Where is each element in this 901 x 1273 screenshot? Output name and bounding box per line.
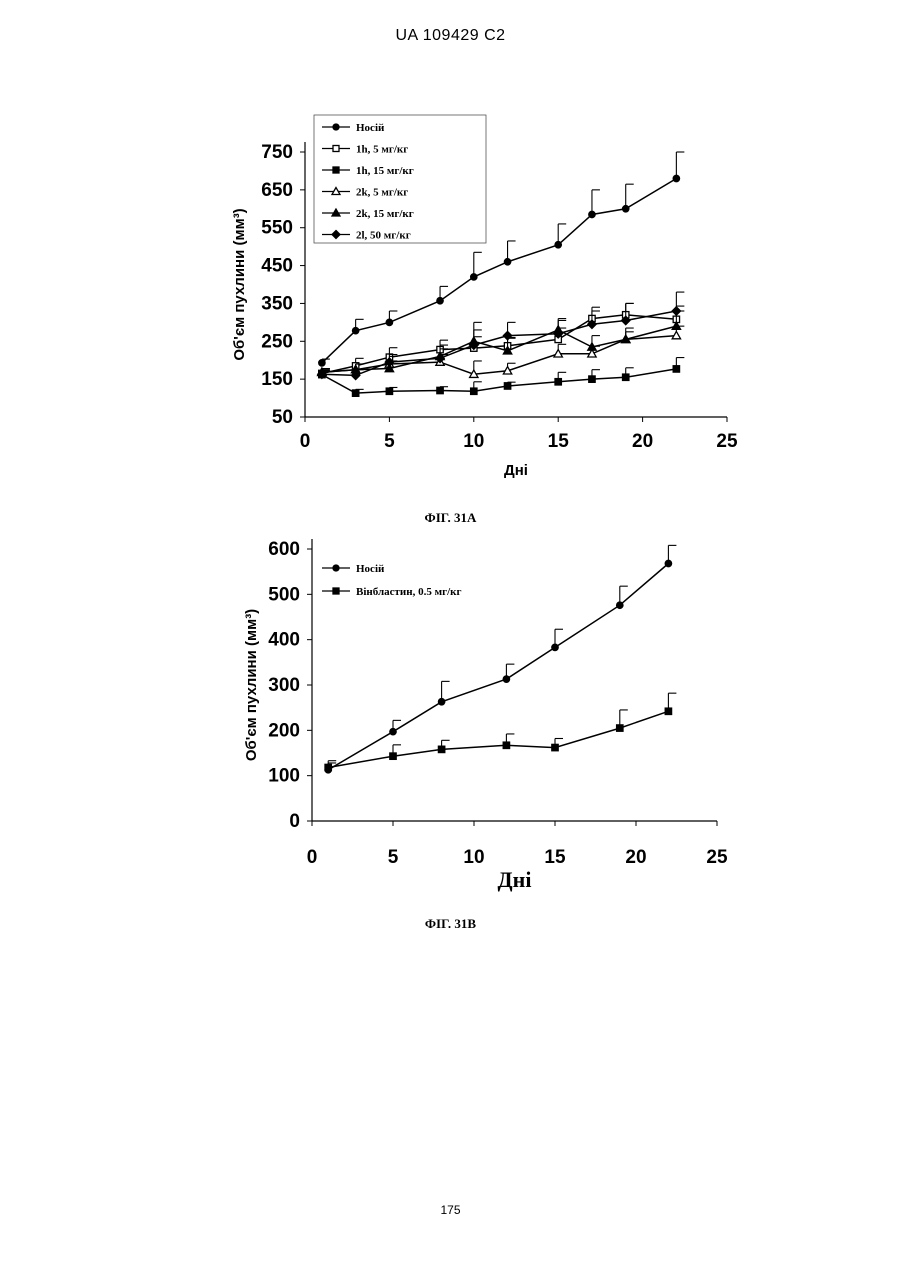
y-tick-label: 0 <box>289 811 300 832</box>
y-tick-label: 200 <box>268 720 300 741</box>
data-point <box>390 753 396 759</box>
legend-marker <box>333 588 339 594</box>
data-point <box>552 644 558 650</box>
figure-caption-31b: ФІГ. 31В <box>0 916 901 932</box>
data-point <box>325 764 331 770</box>
x-tick-label: 5 <box>388 847 399 868</box>
y-tick-label: 400 <box>268 630 300 651</box>
data-point <box>438 746 444 752</box>
legend: Носій Вінбластин, 0.5 мг/кг <box>322 563 461 598</box>
y-axis-title: Об'єм пухлини (мм³) <box>243 609 260 761</box>
page-number: 175 <box>0 1203 901 1217</box>
x-tick-label: 20 <box>625 847 646 868</box>
legend-label: Вінбластин, 0.5 мг/кг <box>356 586 461 598</box>
data-point <box>665 708 671 714</box>
series-2 <box>325 693 676 771</box>
legend-marker <box>333 565 339 571</box>
y-tick-label: 500 <box>268 584 300 605</box>
data-point <box>665 560 671 566</box>
data-point <box>617 725 623 731</box>
y-tick-label: 100 <box>268 766 300 787</box>
y-tick-label: 600 <box>268 539 300 560</box>
chart-31b: 0 100 200 300 400 500 600 0 5 10 15 20 25 Дні Об'єм пу… <box>0 0 901 920</box>
series-1 <box>325 545 676 773</box>
data-point <box>390 728 396 734</box>
y-tick-label: 300 <box>268 675 300 696</box>
data-point <box>503 676 509 682</box>
data-point <box>438 699 444 705</box>
data-point <box>503 742 509 748</box>
x-tick-label: 10 <box>463 847 484 868</box>
data-point <box>617 602 623 608</box>
legend-label: Носій <box>356 563 385 575</box>
x-axis-title: Дні <box>498 867 532 892</box>
x-tick-label: 25 <box>706 847 728 868</box>
data-point <box>552 744 558 750</box>
x-tick-label: 15 <box>544 847 566 868</box>
x-tick-label: 0 <box>307 847 318 868</box>
